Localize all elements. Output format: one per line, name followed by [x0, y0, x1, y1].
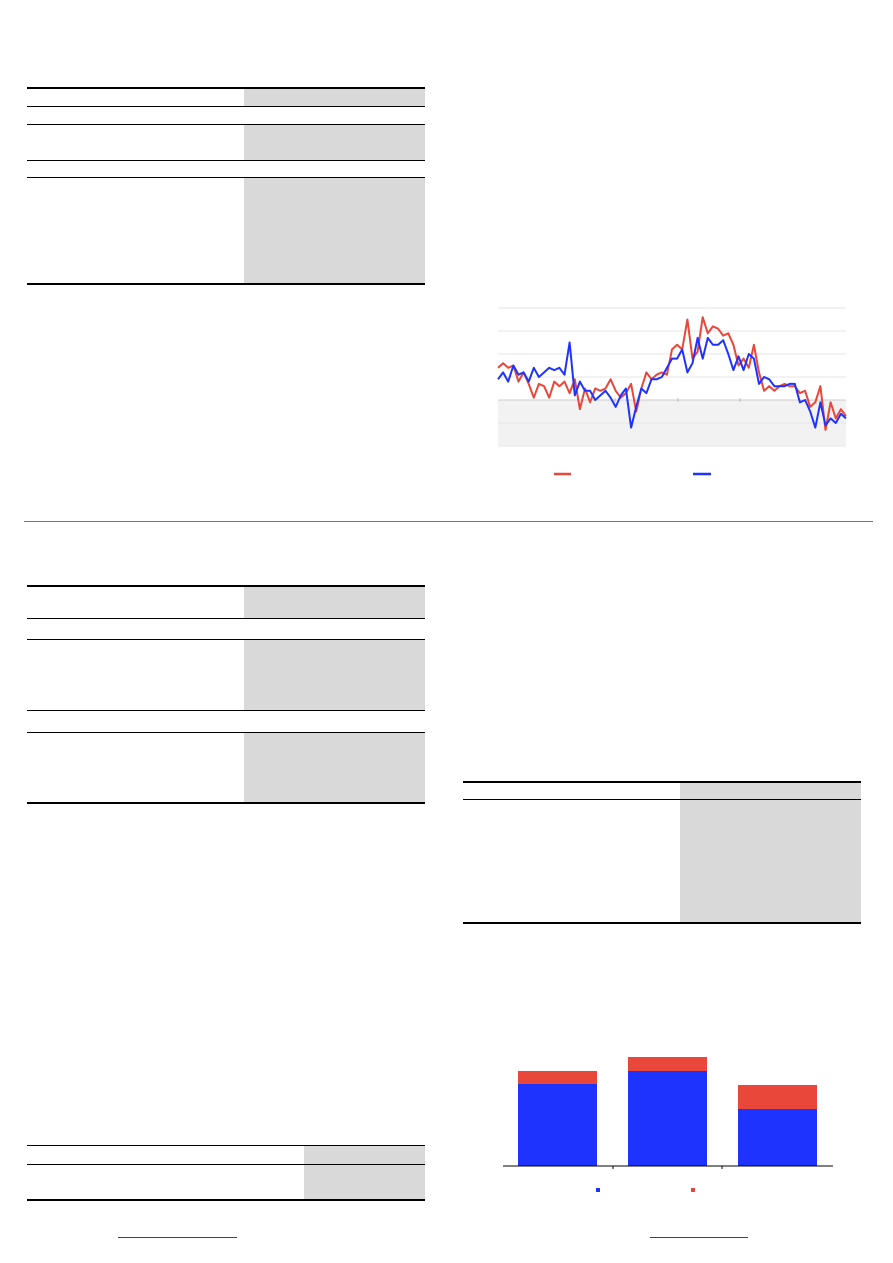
- table-rule: [463, 781, 861, 783]
- table-rule: [27, 1199, 425, 1201]
- bar-segment-blue: [738, 1109, 817, 1166]
- table-rule: [27, 106, 425, 107]
- table-rule: [27, 1164, 425, 1165]
- series-line-blue: [497, 336, 847, 429]
- legend-swatch-red: [691, 1188, 695, 1192]
- table-rule: [463, 799, 861, 800]
- table-rule: [463, 922, 861, 924]
- table-value-cell: [680, 800, 861, 922]
- table-value-cell: [244, 178, 425, 283]
- legend-swatch-blue: [596, 1188, 600, 1192]
- table-value-cell: [304, 1146, 425, 1164]
- bar-segment-blue: [628, 1071, 707, 1166]
- bar-segment-red: [738, 1085, 817, 1109]
- table-rule: [27, 124, 425, 125]
- table-rule: [27, 585, 425, 587]
- bar-segment-red: [518, 1071, 597, 1084]
- bar-segment-red: [628, 1057, 707, 1071]
- table-value-cell: [304, 1165, 425, 1199]
- table-rule: [27, 87, 425, 89]
- table-value-cell: [244, 89, 425, 106]
- table-rule: [27, 177, 425, 178]
- table-rule: [27, 639, 425, 640]
- table-rule: [27, 710, 425, 711]
- table-rule: [27, 283, 425, 285]
- table-value-cell: [244, 640, 425, 710]
- bar-segment-blue: [518, 1084, 597, 1166]
- table-rule: [27, 618, 425, 619]
- table-rule: [27, 160, 425, 161]
- line-chart: [497, 307, 847, 476]
- stacked-bar-chart: [503, 1057, 833, 1192]
- table-value-cell: [244, 733, 425, 802]
- table-value-cell: [244, 125, 425, 160]
- footer-link-right[interactable]: [650, 1237, 748, 1238]
- section-divider: [24, 521, 873, 522]
- table-value-cell: [680, 783, 861, 799]
- table-rule: [27, 732, 425, 733]
- table-rule: [27, 1145, 425, 1146]
- footer-link-left[interactable]: [118, 1237, 237, 1238]
- table-rule: [27, 802, 425, 804]
- table-value-cell: [244, 587, 425, 618]
